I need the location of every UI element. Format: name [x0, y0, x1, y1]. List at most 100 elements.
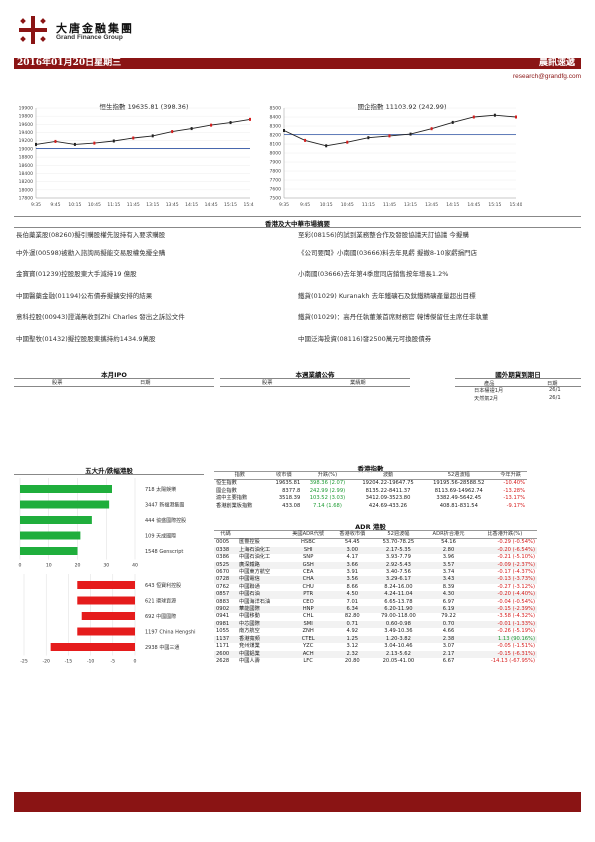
table-cell: 3.29-6.17: [372, 576, 425, 584]
y-tick-label: 8000: [270, 151, 282, 157]
y-tick-label: 18600: [19, 163, 33, 169]
table-cell: ZNH: [302, 628, 314, 635]
table-cell: -3.58 (-4.32%): [497, 613, 535, 620]
results-rule: [220, 378, 410, 379]
futures-row-date: 26/1: [549, 387, 561, 393]
x-tick-label: 9:35: [279, 202, 289, 208]
news-item[interactable]: 至彩(08156)的試到業務整合作及發股協議天訂協議 今擬購: [298, 231, 469, 239]
news-item[interactable]: 《公司要聞》小南國(03666)料去年見虧 擬撤8-10家虧損門店: [298, 249, 478, 257]
news-item[interactable]: 鐵貨(01029)：高丹任執董兼首席財務官 韓博傑留任主席任非執董: [298, 313, 489, 321]
x-tick-label: 14:45: [467, 202, 480, 208]
hsi-point: [93, 141, 96, 145]
x-tick-label: 11:15: [362, 202, 375, 208]
hsi-point: [151, 134, 154, 138]
table-cell: 中國移動: [239, 613, 260, 620]
table-cell: 19204.22-19647.75: [362, 480, 414, 487]
table-cell: 7.14 (1.68): [313, 502, 342, 509]
x-tick-label: 15:40: [510, 202, 522, 208]
table-cell: 中國石油: [237, 591, 285, 599]
y-tick-label: 8500: [270, 106, 282, 112]
table-cell: 1171: [216, 643, 230, 650]
news-item[interactable]: 小南國(03666)去年第4季度同店銷售按年增長1.2%: [298, 270, 449, 278]
table-cell: -10.40%: [503, 480, 525, 487]
x-tick-label: 20: [75, 563, 81, 569]
table-cell: 南方航空: [239, 628, 260, 635]
y-tick-label: 19200: [19, 138, 33, 144]
table-cell: CEA: [302, 569, 314, 576]
x-tick-label: 13:45: [425, 202, 438, 208]
news-item[interactable]: 中外運(00598)被勸入諮詢局擬能交易股權免擾全購: [16, 249, 166, 257]
y-tick-label: 8200: [270, 133, 282, 139]
table-cell: 3412.09-3523.80: [365, 495, 411, 502]
table-row: 0386 中國石油化工 SNP 4.17 3.93-7.79 3.96 -0.21 (-5.…: [214, 554, 537, 561]
up-bar: [20, 500, 110, 509]
table-cell: 國企指數: [216, 487, 237, 494]
table-cell: 3.56: [332, 576, 373, 584]
col-header: 美國ADR代號: [284, 529, 333, 540]
x-tick-label: -20: [42, 659, 50, 665]
x-tick-label: -15: [65, 659, 73, 665]
table-cell: 香港寬頻: [237, 635, 285, 644]
futures-col-product: 產品: [484, 381, 495, 387]
x-tick-label: 15:15: [224, 202, 237, 208]
news-item[interactable]: 中國醫藥金融(01194)公布債券擬擴安排的結果: [16, 292, 153, 300]
news-item[interactable]: 意科控股(00943)證滿無收到Zhi Charles 發出之訴訟文件: [16, 313, 185, 321]
table-cell: 3.91: [346, 569, 359, 576]
x-tick-label: 0: [134, 659, 137, 665]
table-cell: 3518.39: [278, 495, 301, 502]
down-bar: [77, 596, 135, 605]
table-cell: 8377.8: [282, 487, 301, 494]
down-bar-label: 1197 China Hengshi: [145, 630, 196, 636]
hscei-point: [346, 140, 349, 144]
x-tick-label: -10: [87, 659, 95, 665]
results-rule-bottom: [220, 386, 410, 387]
table-cell: -0.27 (-3.12%): [497, 583, 535, 590]
table-cell: 20.05-41.00: [382, 657, 415, 664]
down-bar: [77, 581, 135, 589]
company-logo: [14, 14, 52, 46]
table-cell: -0.09 (-2.37%): [472, 561, 537, 570]
news-item[interactable]: 鐵貨(01029) Kuranakh 去年鐵礦石及鈦鐵精礦產量超出目標: [298, 292, 476, 300]
table-cell: 0.60-0.98: [372, 620, 425, 629]
news-item[interactable]: 金寶寶(01239)控股股東大手減持19 億股: [16, 270, 137, 278]
x-tick-label: -25: [20, 659, 28, 665]
ipo-col-date: 日期: [140, 380, 151, 386]
y-tick-label: 19600: [19, 122, 33, 128]
research-email[interactable]: research@grandfg.com: [512, 73, 581, 80]
down-bar-label: 621 環球資源: [145, 598, 176, 605]
y-tick-label: 8400: [270, 115, 282, 121]
adr-title: ADR 港股: [355, 523, 386, 531]
table-cell: 0005: [216, 539, 230, 546]
x-tick-label: 10:45: [341, 202, 354, 208]
hscei-point: [409, 132, 412, 136]
news-item[interactable]: 中國泛海投資(08116)發2500萬元可換股債券: [298, 335, 432, 343]
hscei-point: [283, 129, 285, 132]
table-row: 2600 中國鋁業 ACH 2.32 2.13-5.62 2.17 -0.15 (-6.31…: [214, 650, 537, 658]
table-cell: 2.38: [424, 635, 473, 644]
news-item[interactable]: 中國聖牧(01432)擬控股股東攜持約1434.9萬股: [16, 335, 156, 343]
footer-bar: [14, 792, 581, 812]
table-cell: 0.71: [332, 620, 373, 629]
hsi-point: [171, 130, 174, 134]
x-tick-label: 40: [132, 563, 138, 569]
table-row: 1137 香港寬頻 CTEL 1.25 1.20-3.82 2.38 1.13 (90.16…: [214, 635, 537, 644]
y-tick-label: 7900: [270, 160, 282, 166]
table-row: 國企指數 8377.8 242.99 (2.99) 8135.22-8411.37 81…: [214, 488, 527, 495]
news-item[interactable]: 長伯藥業股(08260)擬引購股權先設持有入要求購股: [16, 231, 166, 239]
hk-indices-body: 恒生指數 19635.81 398.36 (2.07) 19204.22-19647.…: [214, 480, 527, 510]
table-cell: SNP: [303, 554, 314, 561]
table-cell: 中國鋁業: [237, 650, 285, 658]
x-tick-label: 13:15: [404, 202, 417, 208]
table-row: 0941 中國移動 CHL 82.80 79.00-118.00 79.22 -3.58 (…: [214, 613, 537, 620]
table-cell: 4.30: [424, 591, 473, 599]
x-tick-label: 14:45: [205, 202, 218, 208]
table-row: 0883 中國海洋石油 CEO 7.01 6.65-13.78 6.97 -0.04 (-0…: [214, 599, 537, 606]
table-row: 滬中主要指數 3518.39 103.52 (3.03) 3412.09-3523.8…: [214, 495, 527, 502]
down-bar-label: 692 中國國際: [145, 613, 176, 620]
hk-indices-title: 香港指數: [357, 465, 384, 473]
futures-row-date: 26/1: [549, 395, 561, 401]
table-cell: 3.07: [442, 643, 455, 650]
table-cell: 0386: [216, 554, 230, 561]
results-title: 本週業績公佈: [295, 371, 335, 379]
table-cell: 4.66: [442, 628, 455, 635]
